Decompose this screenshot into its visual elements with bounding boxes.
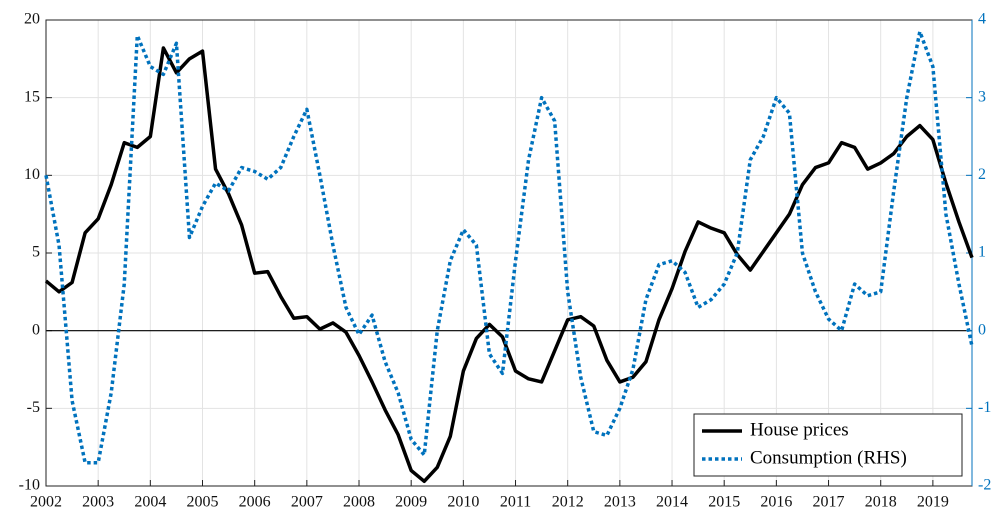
y-tick-label: -5 [27, 399, 40, 416]
y-tick-label: 20 [24, 11, 40, 28]
legend-box [693, 413, 963, 477]
x-tick-label: 2004 [134, 494, 166, 511]
x-tick-label: 2002 [30, 494, 62, 511]
x-tick-label: 2003 [82, 494, 114, 511]
series-line [44, 46, 974, 484]
y-tick-label: -10 [19, 477, 40, 494]
series-line [44, 29, 974, 465]
y2-tick-label: 1 [978, 244, 986, 261]
legend: House prices Consumption (RHS) [693, 413, 963, 477]
x-tick-label: 2013 [604, 494, 636, 511]
x-tick-label: 2015 [708, 494, 740, 511]
y-tick-label: 0 [32, 321, 40, 338]
x-tick-label: 2016 [760, 494, 792, 511]
x-tick-label: 2009 [395, 494, 427, 511]
x-tick-label: 2005 [187, 494, 219, 511]
y2-tick-label: 3 [978, 88, 986, 105]
y-tick-label: 15 [24, 88, 40, 105]
y2-tick-label: 4 [978, 11, 986, 28]
x-tick-label: 2018 [865, 494, 897, 511]
legend-label: House prices [750, 419, 849, 440]
y-tick-label: 5 [32, 244, 40, 261]
x-tick-label: 2017 [813, 494, 845, 511]
x-tick-label: 2010 [447, 494, 479, 511]
legend-label: Consumption (RHS) [750, 447, 907, 468]
y2-tick-label: 2 [978, 166, 986, 183]
x-tick-label: 2014 [656, 494, 688, 511]
x-tick-label: 2012 [552, 494, 584, 511]
y2-tick-label: -2 [978, 477, 991, 494]
y2-tick-label: 0 [978, 321, 986, 338]
y-tick-label: 10 [24, 166, 40, 183]
x-tick-label: 2008 [343, 494, 375, 511]
x-tick-label: 2019 [917, 494, 949, 511]
x-tick-label: 2007 [291, 494, 323, 511]
y2-tick-label: -1 [978, 399, 991, 416]
x-tick-label: 2011 [500, 494, 531, 511]
x-tick-label: 2006 [239, 494, 271, 511]
